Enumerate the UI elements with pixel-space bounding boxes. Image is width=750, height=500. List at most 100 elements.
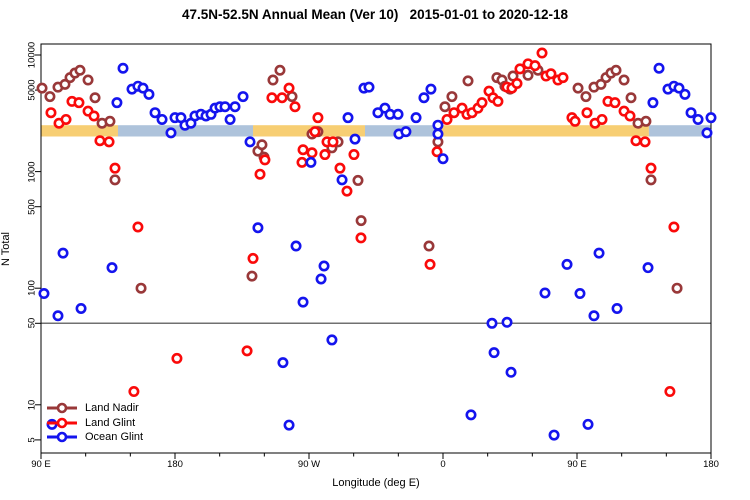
chart-title: 47.5N-52.5N Annual Mean (Ver 10) 2015-01…	[182, 7, 568, 22]
data-point	[290, 240, 302, 252]
data-point	[45, 107, 57, 119]
data-point	[642, 262, 654, 274]
data-point	[229, 101, 241, 113]
data-point	[432, 119, 444, 131]
data-point	[645, 174, 657, 186]
data-point	[305, 156, 317, 168]
data-point	[341, 185, 353, 197]
data-point	[104, 115, 116, 127]
data-point	[486, 317, 498, 329]
data-point	[580, 91, 592, 103]
data-point	[668, 221, 680, 233]
data-point	[297, 144, 309, 156]
data-point	[582, 418, 594, 430]
data-point	[244, 136, 256, 148]
data-point	[143, 88, 155, 100]
data-point	[418, 92, 430, 104]
x-tick-label: 180	[167, 459, 183, 470]
data-point	[256, 139, 268, 151]
data-point	[640, 115, 652, 127]
data-point	[410, 112, 422, 124]
x-tick-label: 90 W	[297, 459, 321, 470]
data-point	[246, 270, 258, 282]
data-point	[171, 352, 183, 364]
data-point	[424, 258, 436, 270]
data-point	[572, 82, 584, 94]
data-point	[596, 113, 608, 125]
data-point	[349, 133, 361, 145]
data-point	[446, 91, 458, 103]
y-tick-label: 5000	[26, 79, 38, 101]
data-point	[548, 429, 560, 441]
data-point	[423, 240, 435, 252]
data-point	[441, 113, 453, 125]
x-tick-label: 180	[703, 459, 719, 470]
data-point	[111, 97, 123, 109]
data-point	[355, 215, 367, 227]
data-point	[82, 74, 94, 86]
legend-item-ocean-glint: Ocean Glint	[46, 430, 143, 445]
data-point	[488, 347, 500, 359]
y-tick-label: 10	[26, 399, 38, 411]
data-point	[609, 97, 621, 109]
data-point	[653, 62, 665, 74]
data-point	[492, 95, 504, 107]
legend-label: Land Glint	[85, 416, 136, 429]
data-point	[224, 113, 236, 125]
data-point	[286, 91, 298, 103]
data-point	[334, 162, 346, 174]
y-tick-label: 100	[26, 280, 38, 297]
data-point	[692, 113, 704, 125]
data-point	[135, 282, 147, 294]
data-point	[701, 127, 713, 139]
data-point	[342, 112, 354, 124]
data-point	[128, 386, 140, 398]
data-point	[219, 101, 231, 113]
data-point	[306, 147, 318, 159]
data-point	[647, 97, 659, 109]
data-point	[511, 77, 523, 89]
data-point	[545, 68, 557, 80]
data-point	[73, 97, 85, 109]
data-point	[156, 113, 168, 125]
land-nadir-marker-icon	[47, 402, 77, 414]
y-axis-title: N Total	[0, 231, 12, 267]
data-point	[277, 357, 289, 369]
data-point	[44, 91, 56, 103]
data-point	[336, 174, 348, 186]
mean-band-ocean	[117, 125, 254, 137]
data-point	[645, 162, 657, 174]
data-point	[252, 222, 264, 234]
x-tick-label: 90 E	[567, 459, 587, 470]
data-point	[569, 115, 581, 127]
data-point	[355, 232, 367, 244]
data-point	[439, 101, 451, 113]
data-point	[266, 92, 278, 104]
y-tick-label: 5	[26, 437, 38, 443]
data-point	[283, 82, 295, 94]
data-point	[109, 162, 121, 174]
data-point	[88, 110, 100, 122]
land-glint-marker-icon	[47, 417, 77, 429]
data-point	[505, 366, 517, 378]
data-point	[137, 82, 149, 94]
legend: Land Nadir Land Glint Ocean Glint	[46, 401, 143, 445]
x-tick-label: 90 E	[31, 459, 51, 470]
y-tick-label: 500	[26, 198, 38, 215]
legend-item-land-glint: Land Glint	[46, 416, 143, 431]
data-point	[109, 174, 121, 186]
legend-item-land-nadir: Land Nadir	[46, 401, 143, 416]
data-point	[103, 136, 115, 148]
ocean-glint-marker-icon	[47, 431, 77, 443]
data-point	[289, 101, 301, 113]
data-point	[60, 113, 72, 125]
data-point	[315, 273, 327, 285]
data-point	[267, 74, 279, 86]
data-point	[618, 74, 630, 86]
mean-band-ocean	[648, 125, 711, 137]
data-point	[52, 310, 64, 322]
data-point	[327, 136, 339, 148]
data-point	[392, 108, 404, 120]
data-point	[149, 107, 161, 119]
